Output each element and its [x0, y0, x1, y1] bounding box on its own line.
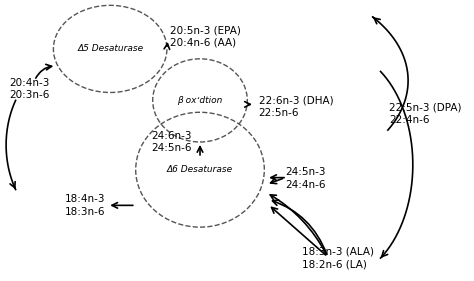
Text: 18:3n-6: 18:3n-6 [65, 207, 105, 217]
Text: 20:4n-3: 20:4n-3 [9, 78, 49, 88]
Text: 20:5n-3 (EPA): 20:5n-3 (EPA) [170, 25, 241, 35]
Text: 24:5n-3: 24:5n-3 [285, 167, 326, 177]
Text: 22:5n-6: 22:5n-6 [259, 108, 299, 118]
Text: 20:3n-6: 20:3n-6 [9, 90, 49, 100]
Text: 18:3n-3 (ALA): 18:3n-3 (ALA) [302, 247, 374, 257]
Text: β oxʻdtion: β oxʻdtion [177, 96, 223, 105]
Text: 22:5n-3 (DPA): 22:5n-3 (DPA) [389, 102, 462, 112]
Text: 24:4n-6: 24:4n-6 [285, 180, 326, 190]
Text: 20:4n-6 (AA): 20:4n-6 (AA) [170, 38, 236, 48]
Text: 18:4n-3: 18:4n-3 [65, 194, 105, 204]
Text: 24:5n-6: 24:5n-6 [151, 143, 191, 153]
Text: 18:2n-6 (LA): 18:2n-6 (LA) [302, 260, 367, 270]
Text: Δ6 Desaturase: Δ6 Desaturase [167, 165, 233, 174]
Text: 24:6n-3: 24:6n-3 [151, 131, 191, 141]
Text: 22:6n-3 (DHA): 22:6n-3 (DHA) [259, 96, 333, 105]
Text: 22:4n-6: 22:4n-6 [389, 115, 429, 125]
Text: Δ5 Desaturase: Δ5 Desaturase [77, 44, 143, 53]
